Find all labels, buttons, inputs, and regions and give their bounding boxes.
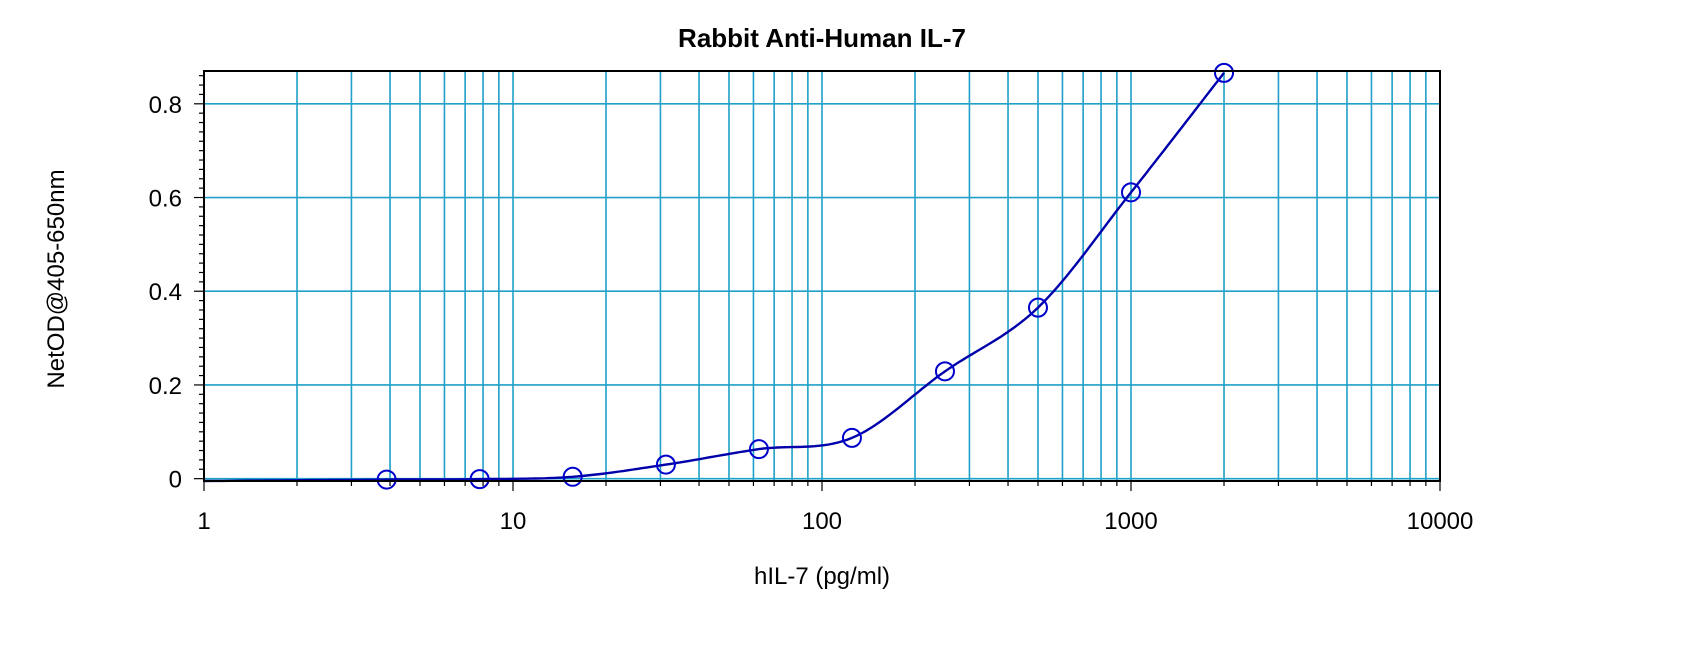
y-tick-label: 0 <box>169 467 182 494</box>
data-point <box>748 439 769 460</box>
y-axis-label: NetOD@405-650nm <box>43 169 70 388</box>
x-tick-label: 10000 <box>1407 508 1474 535</box>
data-point <box>469 469 490 490</box>
data-point <box>1027 297 1048 318</box>
data-point <box>841 427 862 448</box>
data-points <box>376 62 1235 490</box>
chart-title: Rabbit Anti-Human IL-7 <box>678 23 966 53</box>
x-axis-label: hIL-7 (pg/ml) <box>754 563 890 590</box>
x-tick-label: 1 <box>197 508 210 535</box>
fit-curve <box>203 72 1225 483</box>
x-tick-labels: 1 10 100 1000 10000 <box>197 508 1473 535</box>
data-point <box>1121 182 1141 203</box>
y-tick-label: 0.4 <box>149 279 182 306</box>
data-point <box>655 454 676 475</box>
y-tick-label: 0.2 <box>149 373 182 400</box>
y-tick-label: 0.6 <box>149 186 182 213</box>
fit-curve-layer <box>203 72 1225 483</box>
data-point <box>562 466 583 487</box>
x-tick-label: 100 <box>802 508 842 535</box>
axis-ticks <box>194 75 1441 491</box>
data-point <box>934 361 955 382</box>
grid <box>204 71 1440 481</box>
data-point <box>376 469 397 490</box>
data-point <box>1214 62 1235 83</box>
y-tick-labels: 0 0.2 0.4 0.6 0.8 <box>149 92 182 494</box>
x-tick-label: 10 <box>500 508 527 535</box>
x-tick-label: 1000 <box>1104 508 1157 535</box>
y-tick-label: 0.8 <box>149 92 182 119</box>
